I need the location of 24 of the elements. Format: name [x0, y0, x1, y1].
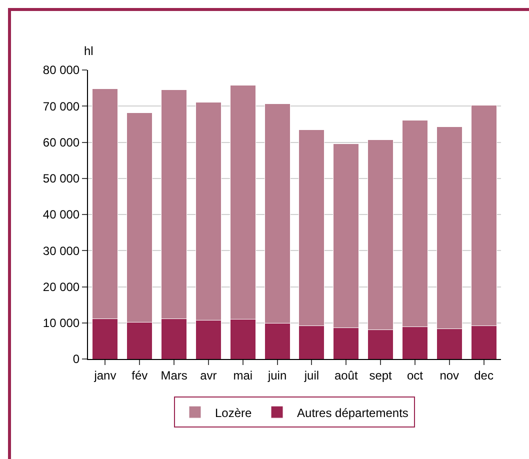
x-tick-label: mai [233, 368, 253, 382]
x-tick-label: fév [132, 368, 148, 382]
x-tick-label: avr [200, 368, 217, 382]
y-tick-label: 60 000 [42, 135, 80, 150]
x-tick-label: sept [369, 368, 393, 382]
y-tick-label: 30 000 [42, 244, 80, 258]
y-tick-label: 70 000 [42, 99, 80, 114]
legend-label: Lozère [215, 406, 252, 420]
legend-label: Autres départements [297, 406, 408, 420]
y-tick-label: 10 000 [42, 316, 80, 330]
x-tick-label: juil [303, 368, 320, 382]
x-tick-label: Mars [160, 368, 188, 382]
x-tick-label: nov [440, 368, 460, 382]
x-tick-label: oct [406, 368, 424, 382]
y-axis-title: hl [84, 44, 94, 58]
y-tick-label: 40 000 [42, 208, 80, 222]
x-tick-label: janv [93, 368, 116, 382]
y-tick-label: 50 000 [42, 172, 80, 186]
x-tick-label: août [334, 368, 358, 382]
x-tick-label: juin [266, 368, 287, 382]
y-tick-label: 0 [72, 352, 80, 366]
y-tick-label: 20 000 [42, 280, 80, 294]
x-tick-label: dec [474, 368, 494, 382]
y-tick-label: 80 000 [42, 63, 80, 78]
